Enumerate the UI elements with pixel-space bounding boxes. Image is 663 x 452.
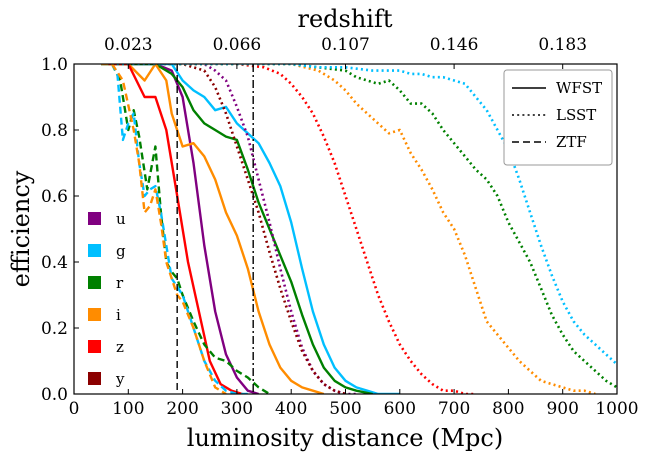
style-legend-label-wfst: WFST [556,79,602,97]
series-wfst-r [101,64,373,394]
y-tick-label: 1.0 [41,55,68,75]
color-legend-label-i: i [116,306,121,324]
series-lsst-u [101,64,357,394]
style-legend-box [503,69,613,166]
top-tick-label: 0.107 [321,35,370,55]
series-ztf-i [101,64,227,394]
series-wfst-u [101,64,259,394]
color-legend-swatch-z [88,340,101,353]
x-tick-label: 600 [384,399,416,419]
reference-lines [176,64,254,394]
y-axis-title: efficiency [7,170,35,287]
series-wfst-i [101,64,325,394]
series-wfst-g [101,64,400,394]
top-tick-label: 0.183 [538,35,587,55]
x-tick-label: 700 [438,399,470,419]
x-tick-label: 300 [221,399,253,419]
series-ztf-g [101,64,248,394]
x-tick-label: 400 [275,399,307,419]
y-tick-label: 0.0 [41,385,68,405]
series-lsst-y [101,64,346,394]
x-tick-label: 0 [69,399,80,419]
color-legend-label-r: r [116,274,124,292]
y-tick-label: 0.6 [41,187,68,207]
color-legend-swatch-y [88,372,101,385]
y-tick-label: 0.2 [41,319,68,339]
y-tick-label: 0.4 [41,253,68,273]
x-tick-label: 900 [546,399,578,419]
color-legend-swatch-i [88,308,101,321]
series-lsst-z [101,64,476,394]
top-tick-label: 0.146 [430,35,479,55]
axis-ticks: 0 100 200 300 400 500 600 700 800 900 1000 0.0 0.2 0.… [41,35,639,419]
style-legend-label-lsst: LSST [556,106,596,124]
color-legend-swatch-g [88,244,101,257]
series-layer [101,64,617,394]
series-lsst-r [101,64,617,389]
color-legend-label-g: g [116,242,126,260]
x-tick-label: 500 [329,399,361,419]
x-axis-title: luminosity distance (Mpc) [187,424,503,452]
x-tick-label: 1000 [595,399,638,419]
x-tick-label: 100 [112,399,144,419]
x-tick-label: 800 [492,399,524,419]
color-legend-swatch-u [88,212,101,225]
series-wfst-z [101,64,243,394]
color-legend-swatch-r [88,276,101,289]
color-legend-label-y: y [115,370,125,388]
top-tick-label: 0.023 [104,35,153,55]
color-legend-label-z: z [116,338,124,356]
color-legend-label-u: u [116,210,126,228]
top-axis-title: redshift [297,5,392,33]
top-tick-label: 0.066 [213,35,262,55]
style-legend: WFST LSST ZTF [503,69,613,166]
series-lsst-i [101,64,596,394]
x-tick-label: 200 [166,399,198,419]
y-tick-label: 0.8 [41,121,68,141]
style-legend-label-ztf: ZTF [556,133,587,151]
